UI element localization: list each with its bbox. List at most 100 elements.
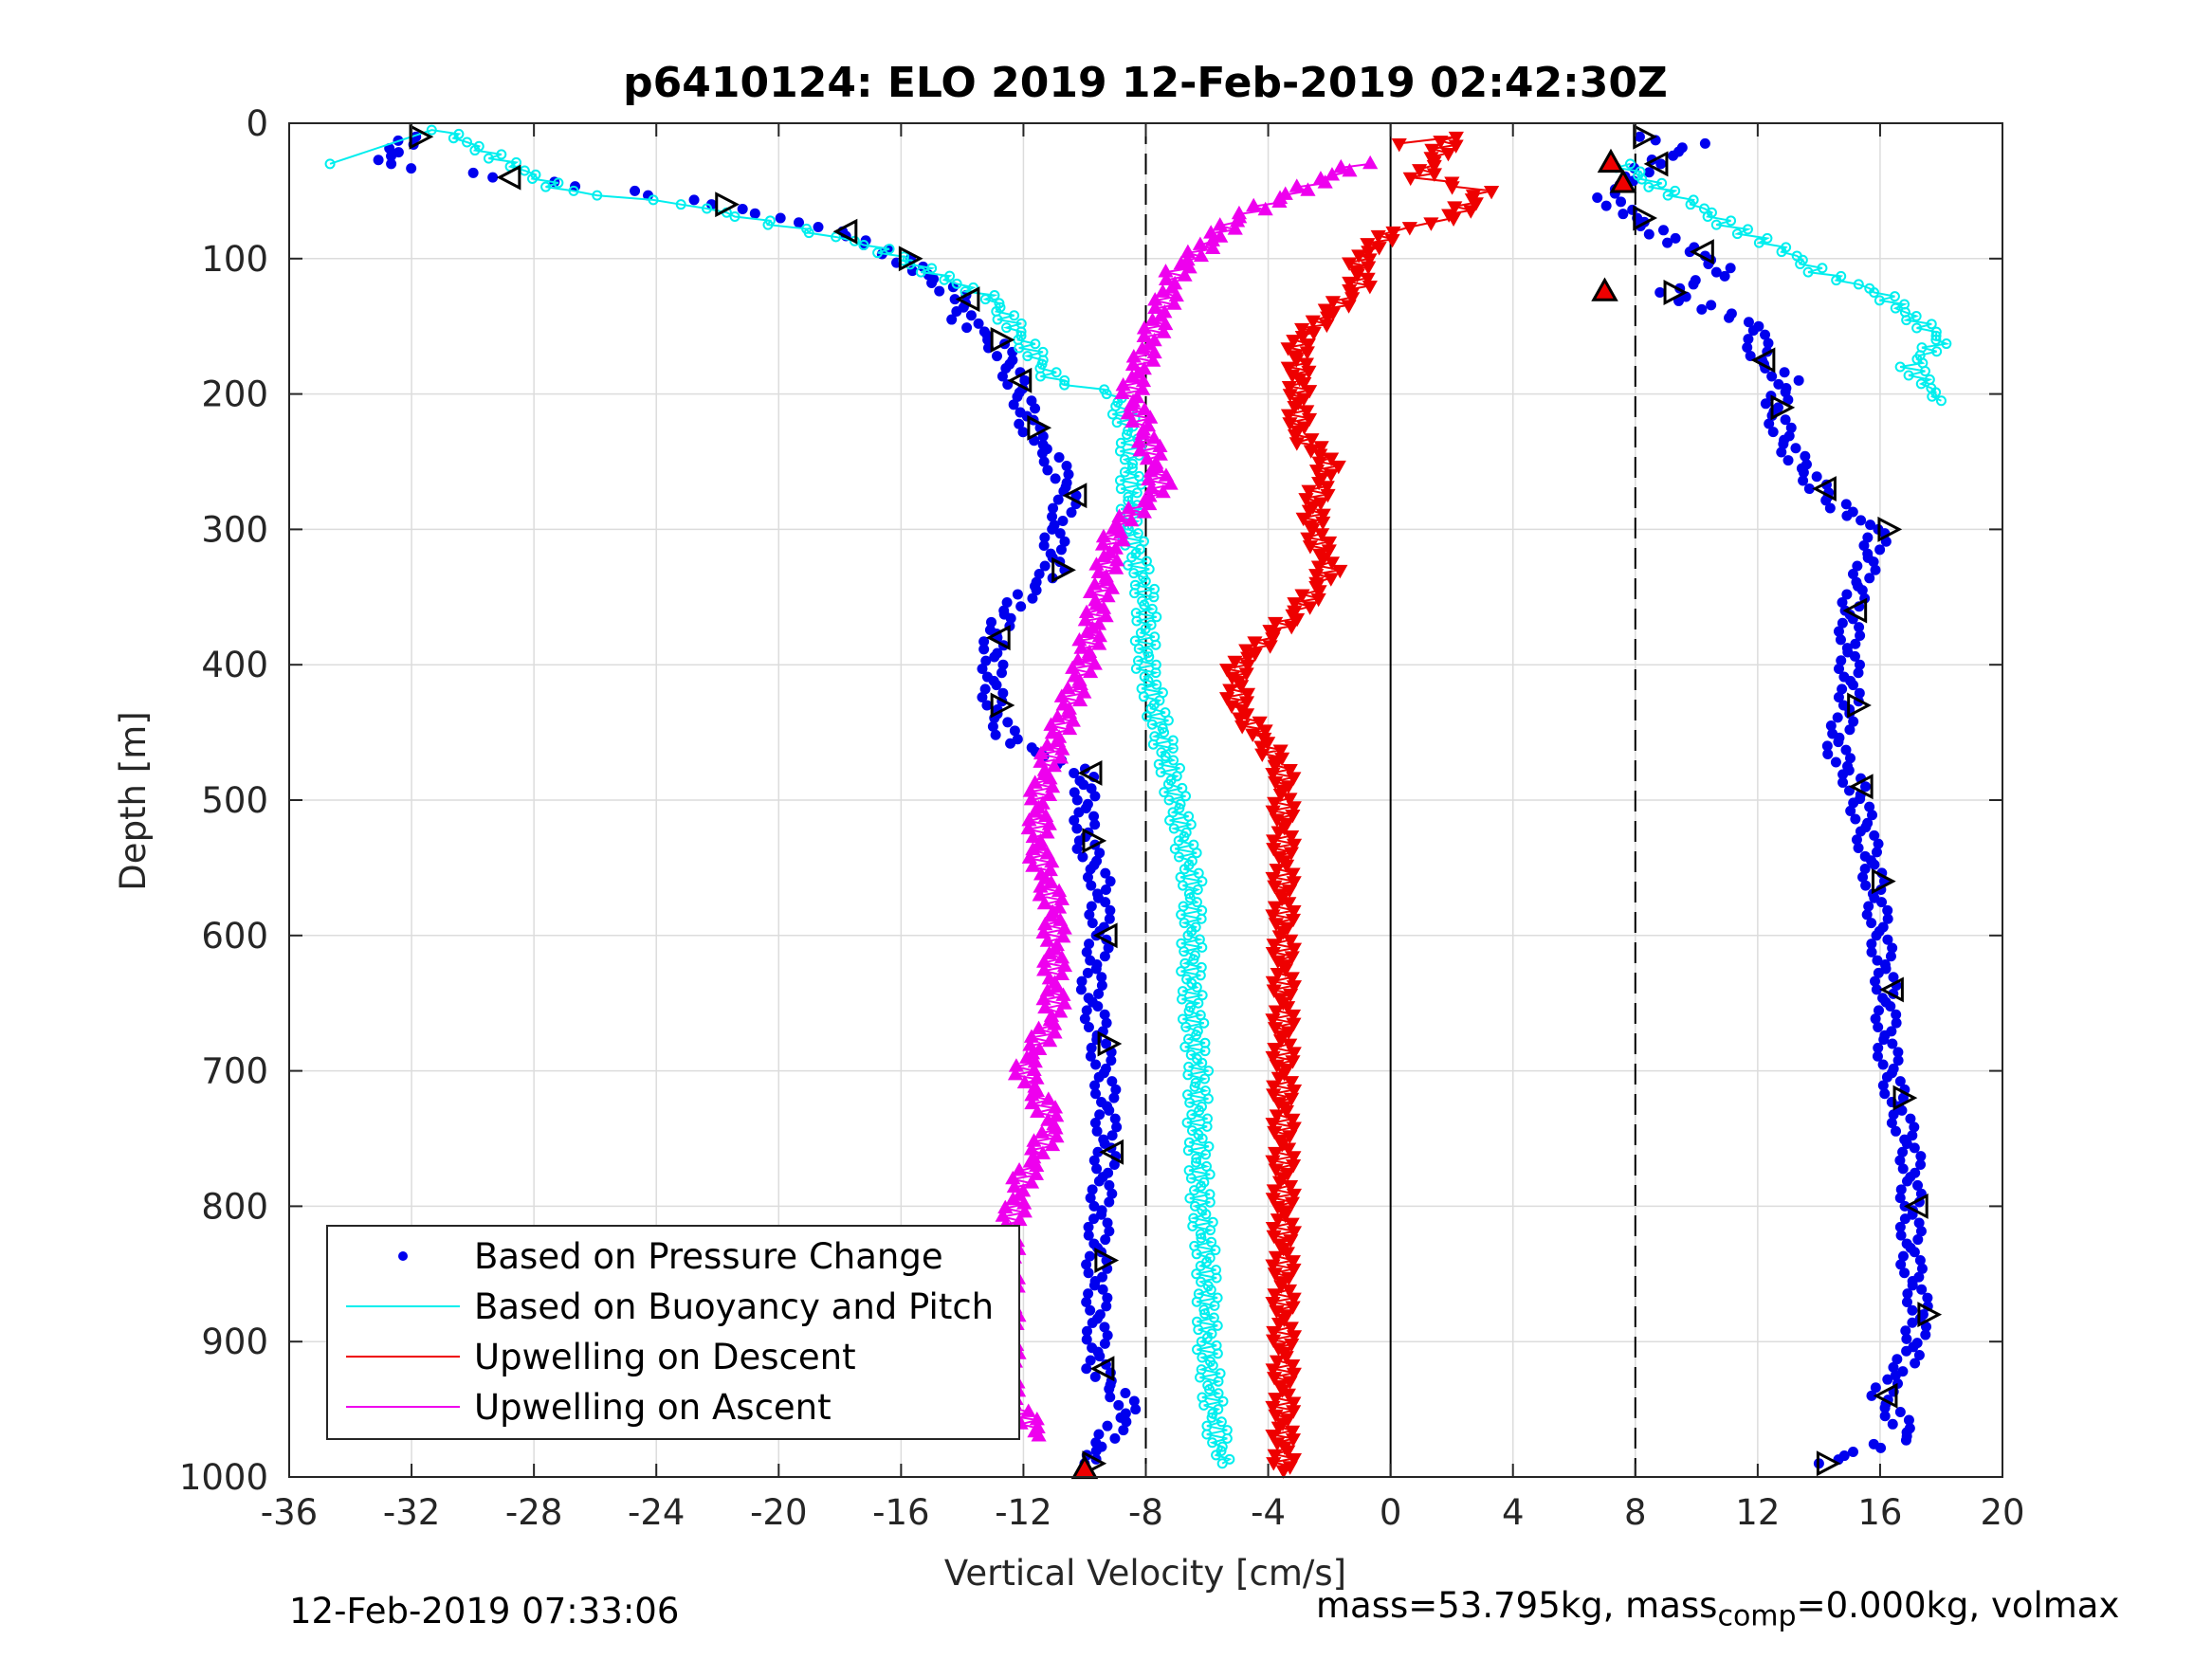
data-point xyxy=(1082,664,1099,679)
data-point xyxy=(1270,1213,1286,1228)
data-point xyxy=(1131,615,1143,627)
data-point xyxy=(1281,381,1298,395)
data-point xyxy=(1135,628,1146,639)
data-point xyxy=(1047,523,1058,535)
data-point xyxy=(1866,1390,1877,1401)
data-point xyxy=(1118,1425,1129,1436)
data-point xyxy=(1124,413,1141,428)
data-point xyxy=(1240,651,1256,666)
data-point xyxy=(1039,560,1051,572)
data-point xyxy=(1115,377,1131,392)
data-point xyxy=(1081,1296,1092,1307)
data-point xyxy=(1848,797,1859,809)
data-point xyxy=(1881,1071,1892,1083)
data-point xyxy=(1344,292,1361,306)
data-point xyxy=(1083,1221,1094,1232)
data-point xyxy=(1266,939,1282,953)
data-point xyxy=(527,173,539,185)
data-point xyxy=(1820,495,1832,506)
pitch-flag-marker xyxy=(990,327,1015,353)
data-point xyxy=(1841,510,1853,521)
data-point xyxy=(793,217,804,228)
data-point xyxy=(1662,190,1673,201)
data-point xyxy=(1941,338,1952,350)
data-point xyxy=(1113,524,1129,538)
data-point xyxy=(1047,511,1058,522)
data-point xyxy=(1069,652,1087,666)
data-point xyxy=(1166,296,1182,310)
data-point xyxy=(1286,980,1303,994)
data-point xyxy=(1071,823,1083,834)
pitch-flag-marker xyxy=(1750,347,1776,374)
data-point xyxy=(1655,158,1667,170)
data-point xyxy=(1284,972,1300,986)
pitch-flag-marker xyxy=(1770,394,1796,421)
data-point xyxy=(648,194,659,206)
data-point xyxy=(1275,1465,1291,1479)
data-point xyxy=(1844,724,1856,736)
data-point xyxy=(1825,720,1837,731)
y-tick-label: 100 xyxy=(201,239,268,280)
data-point xyxy=(1150,667,1161,679)
data-point xyxy=(1206,1412,1217,1423)
data-point xyxy=(1246,197,1262,212)
data-point xyxy=(1151,611,1162,623)
data-point xyxy=(1089,1080,1101,1091)
data-point xyxy=(1281,884,1298,899)
data-point xyxy=(1101,1017,1112,1029)
data-point xyxy=(1289,612,1306,628)
pitch-flag-marker xyxy=(1871,868,1896,895)
data-point xyxy=(1195,1372,1206,1383)
data-point xyxy=(1193,997,1204,1009)
data-point xyxy=(1088,1155,1100,1166)
data-point xyxy=(1889,291,1900,302)
data-point xyxy=(1113,1399,1124,1411)
data-point xyxy=(386,151,397,162)
data-point xyxy=(1036,895,1052,910)
data-point xyxy=(1254,748,1271,763)
data-point xyxy=(1077,851,1088,863)
data-point xyxy=(1776,246,1787,258)
data-point xyxy=(1910,1358,1921,1369)
data-point xyxy=(1873,1042,1884,1053)
data-point xyxy=(540,181,552,192)
y-tick-label: 300 xyxy=(201,509,268,550)
data-point xyxy=(1909,1121,1920,1133)
y-tick-label: 200 xyxy=(201,374,268,415)
data-point xyxy=(1833,626,1844,637)
pitch-flag-marker xyxy=(1051,556,1076,583)
data-point xyxy=(1199,1073,1211,1085)
data-point xyxy=(1104,913,1115,924)
data-point xyxy=(1012,391,1023,402)
data-point xyxy=(1012,589,1023,600)
data-point xyxy=(1085,1355,1096,1366)
data-point xyxy=(1017,427,1029,438)
data-point xyxy=(1219,664,1235,678)
data-point xyxy=(1207,1359,1218,1371)
data-point xyxy=(1268,1409,1284,1424)
data-point xyxy=(1779,367,1790,378)
pitch-flag-marker xyxy=(1094,1248,1120,1273)
data-point xyxy=(1267,1372,1283,1386)
data-point xyxy=(1151,679,1162,690)
data-point xyxy=(1284,1196,1300,1212)
data-point xyxy=(1090,1088,1102,1100)
chart-title: p6410124: ELO 2019 12-Feb-2019 02:42:30Z xyxy=(623,59,1668,107)
data-point xyxy=(1294,589,1310,603)
pitch-flag-marker xyxy=(1848,774,1874,800)
data-point xyxy=(373,155,384,166)
data-point xyxy=(1294,331,1310,345)
data-point xyxy=(997,659,1009,670)
x-tick-label: 20 xyxy=(1980,1492,2024,1533)
footer-mass-info: mass=53.795kg, masscomp=0.000kg, volmax xyxy=(1316,1585,2119,1632)
data-point xyxy=(1222,684,1238,698)
data-point xyxy=(1132,443,1148,457)
data-point xyxy=(1266,843,1282,857)
data-point xyxy=(1696,303,1708,315)
pitch-flag-marker xyxy=(1879,976,1904,1003)
data-point xyxy=(483,153,494,164)
data-point xyxy=(1182,1145,1194,1157)
pitch-flag-marker xyxy=(1027,414,1052,441)
data-point xyxy=(1146,429,1162,445)
data-point xyxy=(1268,775,1284,791)
